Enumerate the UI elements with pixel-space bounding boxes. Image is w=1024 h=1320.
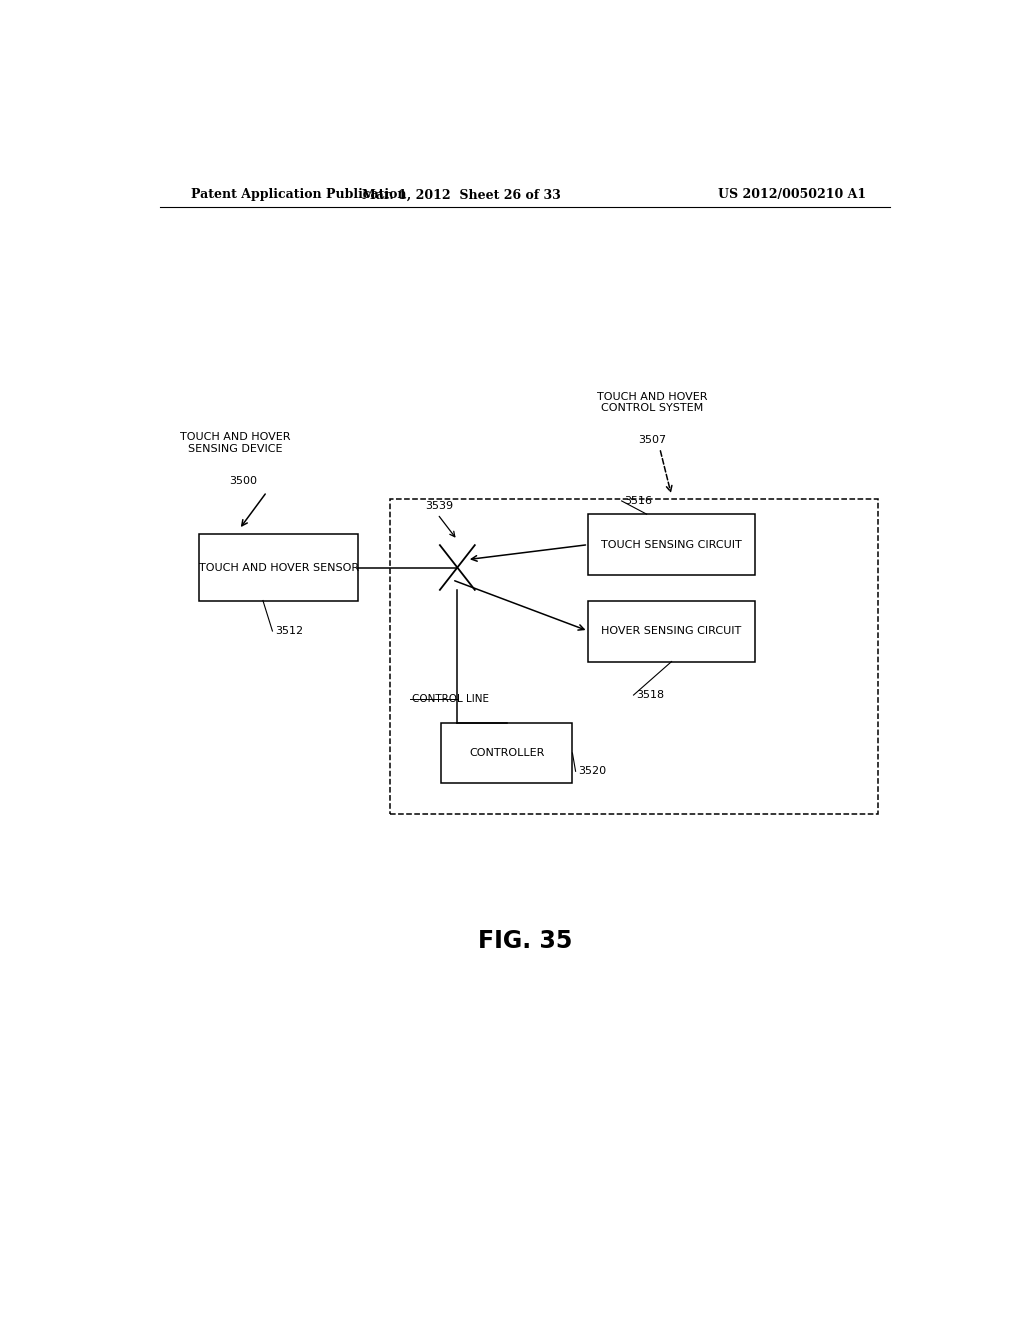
Text: TOUCH AND HOVER
SENSING DEVICE: TOUCH AND HOVER SENSING DEVICE: [180, 432, 291, 454]
Text: TOUCH SENSING CIRCUIT: TOUCH SENSING CIRCUIT: [601, 540, 742, 549]
Text: TOUCH AND HOVER SENSOR: TOUCH AND HOVER SENSOR: [199, 562, 358, 573]
Text: 3516: 3516: [624, 496, 652, 506]
Text: 3539: 3539: [426, 502, 454, 511]
Bar: [588, 601, 755, 661]
Bar: [390, 499, 878, 814]
Text: Mar. 1, 2012  Sheet 26 of 33: Mar. 1, 2012 Sheet 26 of 33: [361, 189, 561, 202]
Bar: [588, 515, 755, 576]
Text: Patent Application Publication: Patent Application Publication: [191, 189, 407, 202]
Bar: [200, 535, 358, 601]
Text: 3520: 3520: [578, 767, 606, 776]
Text: CONTROLLER: CONTROLLER: [469, 748, 545, 758]
Text: 3507: 3507: [638, 436, 666, 445]
Text: CONTROL LINE: CONTROL LINE: [412, 694, 489, 704]
Text: HOVER SENSING CIRCUIT: HOVER SENSING CIRCUIT: [601, 626, 741, 636]
Text: 3500: 3500: [229, 475, 257, 486]
Bar: [441, 722, 572, 784]
Text: TOUCH AND HOVER
CONTROL SYSTEM: TOUCH AND HOVER CONTROL SYSTEM: [597, 392, 707, 413]
Text: US 2012/0050210 A1: US 2012/0050210 A1: [718, 189, 866, 202]
Text: 3512: 3512: [274, 626, 303, 636]
Text: FIG. 35: FIG. 35: [477, 929, 572, 953]
Text: 3518: 3518: [636, 690, 664, 700]
